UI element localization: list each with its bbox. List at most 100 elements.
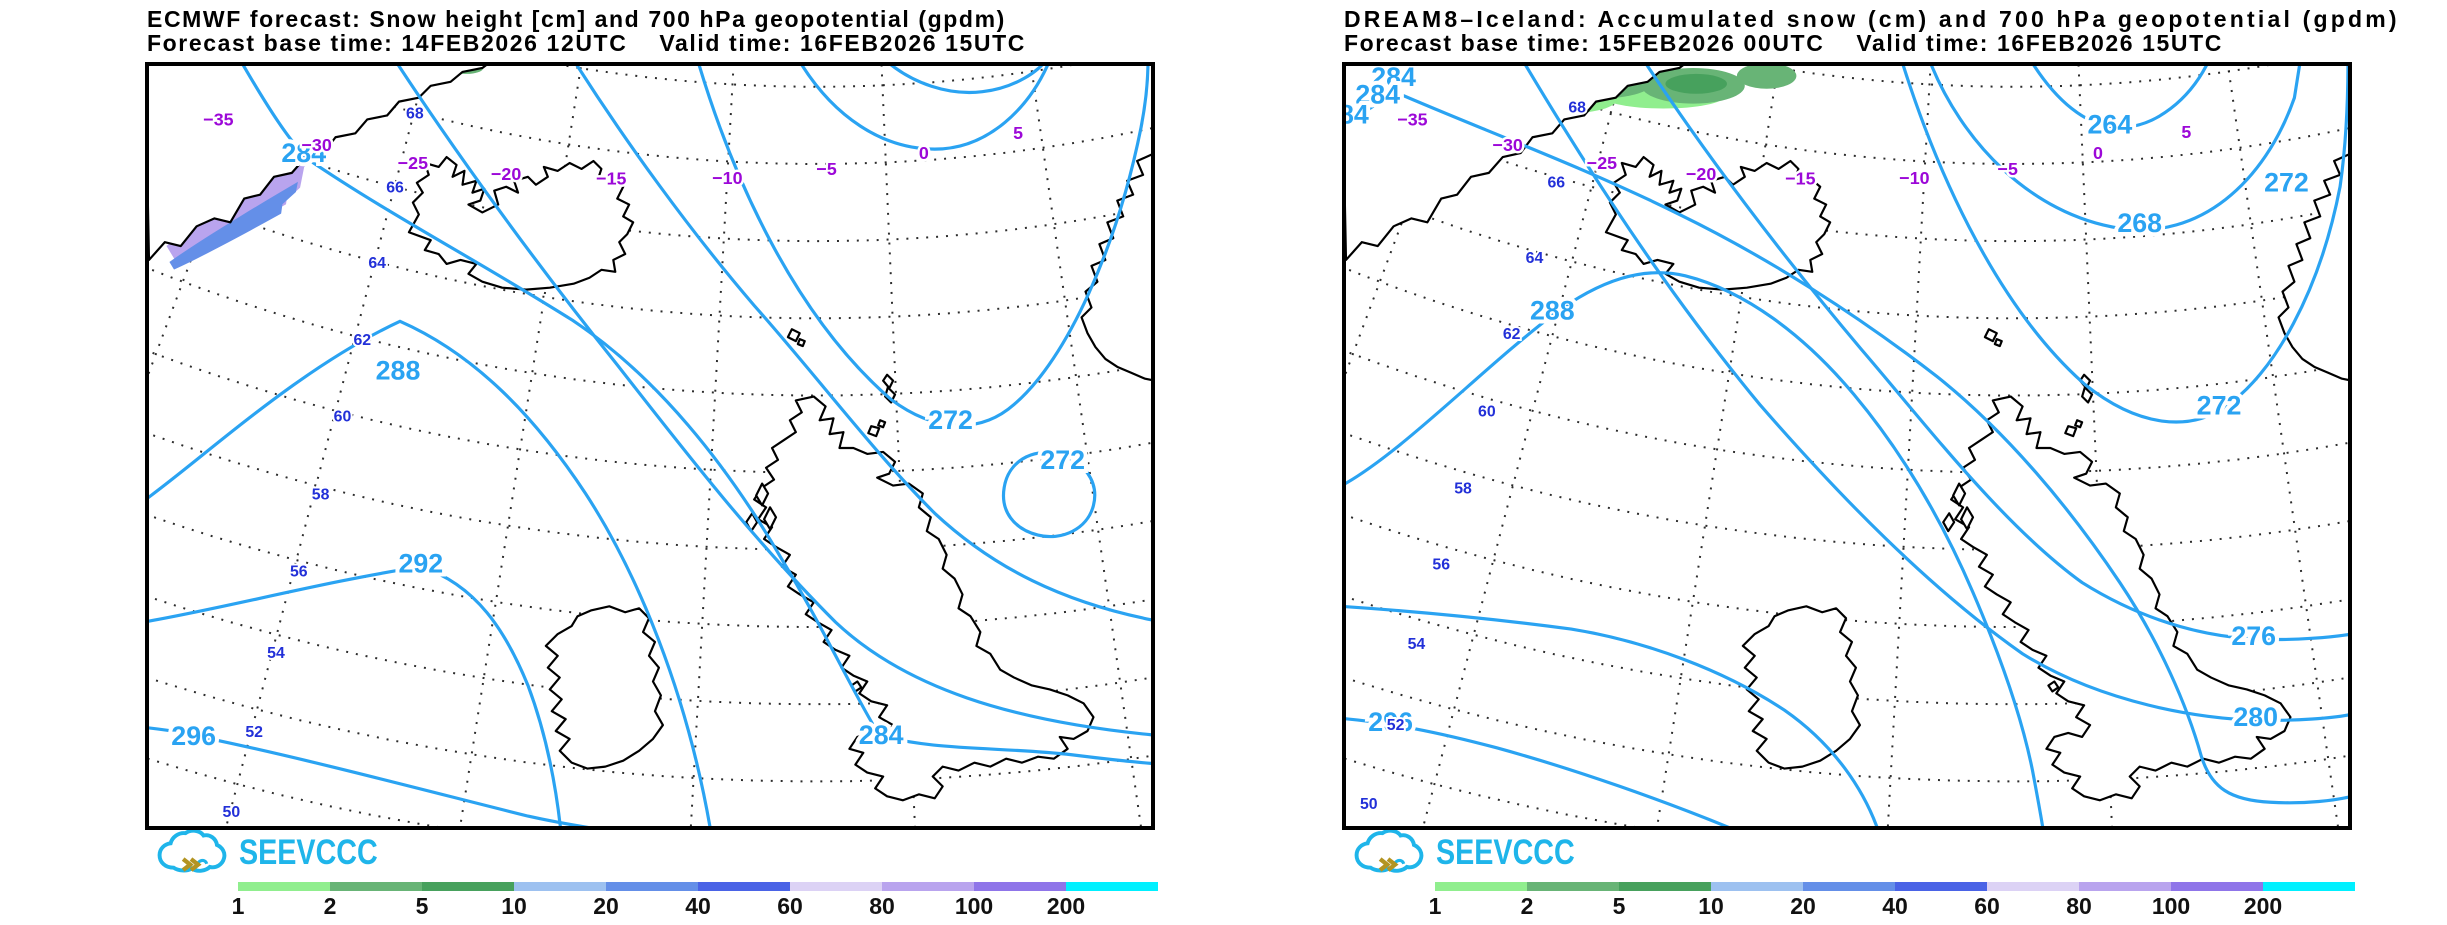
geopotential-contour-layer (1346, 66, 2348, 826)
latitude-label: 58 (312, 486, 330, 503)
geopotential-contour (575, 66, 1151, 622)
panel-title: ECMWF forecast: Snow height [cm] and 700… (147, 6, 1006, 32)
latitude-label: 56 (290, 564, 308, 581)
longitude-gridline (689, 66, 735, 826)
temperature-label: −10 (712, 168, 742, 188)
norway-coastline (1080, 153, 1151, 382)
island-coastline (1952, 482, 1967, 507)
longitude-gridline (2077, 66, 2113, 826)
island-coastline (867, 425, 881, 438)
latitude-label: 58 (1454, 481, 1472, 498)
legend-tick-label: 10 (501, 893, 527, 919)
legend-color-bar (1435, 882, 2355, 891)
legend-color-swatch (422, 882, 514, 891)
latitude-gridline (149, 595, 1151, 706)
legend-tick-label: 200 (1046, 893, 1086, 919)
geopotential-contour (1346, 98, 1384, 125)
legend-tick-label: 1 (231, 893, 245, 919)
norway-coastline (2277, 153, 2348, 382)
temperature-label: −5 (816, 159, 836, 179)
latitude-label: 50 (1360, 796, 1378, 813)
contour-label: 84 (1346, 99, 1369, 129)
latitude-gridline (1346, 350, 2348, 474)
legend-color-swatch (1527, 882, 1619, 891)
latitude-label: 64 (1526, 250, 1544, 267)
latitude-gridline (1346, 267, 2348, 397)
island-coastline (1983, 328, 1998, 343)
temperature-label: −10 (1899, 168, 1929, 188)
legend-tick-label: 40 (685, 893, 711, 919)
ireland-coastline (544, 605, 664, 770)
geopotential-contour (800, 66, 1049, 151)
island-coastline (1993, 338, 2003, 348)
latitude-label: 52 (1387, 717, 1405, 734)
legend-tick-label: 60 (1974, 893, 2000, 919)
contour-label: 280 (2233, 702, 2278, 732)
contour-label: 264 (2088, 109, 2133, 139)
latitude-gridline (1346, 595, 2348, 706)
gb-coastline (1950, 395, 2292, 802)
temperature-label: −25 (398, 153, 428, 173)
map-canvas: 28428484 288 264 268 272 272 276 280 296 −35 −30 −2… (1346, 66, 2348, 826)
legend-color-swatch (790, 882, 882, 891)
longitude-gridline (1422, 66, 1625, 826)
temperature-label: 5 (2181, 122, 2191, 142)
snow-patch (1736, 66, 1797, 89)
legend-color-swatch (1435, 882, 1527, 891)
legend-tick-label: 5 (415, 893, 429, 919)
ireland-coastline (1741, 605, 1861, 770)
cloud-icon (157, 830, 227, 873)
logo-arrow-icon (1378, 857, 1399, 872)
temperature-label: 0 (919, 143, 929, 163)
snow-scale-legend: 1 2 5 10 20 40 60 80 100 200 (232, 874, 1158, 920)
legend-color-swatch (2079, 882, 2171, 891)
contour-label: 288 (376, 356, 421, 386)
temperature-label: −20 (491, 164, 521, 184)
legend-tick-label: 80 (869, 893, 895, 919)
latitude-label: 64 (368, 255, 386, 272)
latitude-label: 60 (334, 408, 352, 425)
legend-tick-label: 60 (777, 893, 803, 919)
contour-label: 284 (281, 138, 326, 168)
legend-tick-label: 40 (1882, 893, 1908, 919)
contour-label: 268 (2117, 208, 2162, 238)
legend-tick-label: 20 (1790, 893, 1816, 919)
greenland-coastline (149, 66, 487, 262)
contour-label: 272 (2264, 168, 2309, 198)
temperature-label: −15 (596, 169, 626, 189)
longitude-gridline (225, 66, 428, 826)
legend-color-swatch (1895, 882, 1987, 891)
contour-label: 276 (2231, 621, 2276, 651)
temperature-label: 0 (2093, 143, 2103, 163)
latitude-label: 68 (1568, 100, 1586, 117)
iceland-coastline (1604, 155, 1832, 291)
latitude-label: 50 (223, 804, 241, 821)
legend-color-swatch (698, 882, 790, 891)
geopotential-contour (697, 66, 1150, 427)
contour-label: 284 (859, 720, 904, 750)
map-label-layer: 284 288 272 272 292 296 284 −35 −30 −25 −20 −15 −10 −… (167, 103, 1089, 823)
latitude-gridline (149, 350, 1151, 474)
geopotential-contour (1930, 66, 2302, 232)
legend-tick-label: 5 (1612, 893, 1626, 919)
temperature-label: −20 (1686, 164, 1716, 184)
latitude-label: 54 (1408, 636, 1426, 653)
island-coastline (2074, 419, 2084, 429)
latitude-label: 68 (406, 105, 424, 122)
seevccc-logo-text: SEEVCCC (1436, 833, 1575, 872)
latitude-gridline (149, 267, 1151, 397)
legend-color-swatch (974, 882, 1066, 891)
greenland-coastline (1346, 66, 1684, 262)
geopotential-contour (1346, 271, 2045, 826)
island-coastline (755, 482, 770, 507)
snow-scale-legend: 1 2 5 10 20 40 60 80 100 200 (1429, 874, 2355, 920)
latitude-label: 66 (386, 180, 404, 197)
legend-tick-label: 100 (2151, 893, 2191, 919)
forecast-panel-ecmwf: ECMWF forecast: Snow height [cm] and 700… (145, 8, 1160, 923)
contour-label: 272 (928, 405, 973, 435)
geopotential-contour (2032, 66, 2208, 129)
contour-label: 284 (1355, 80, 1400, 110)
legend-color-swatch (1803, 882, 1895, 891)
geopotential-contour (1901, 66, 2348, 424)
